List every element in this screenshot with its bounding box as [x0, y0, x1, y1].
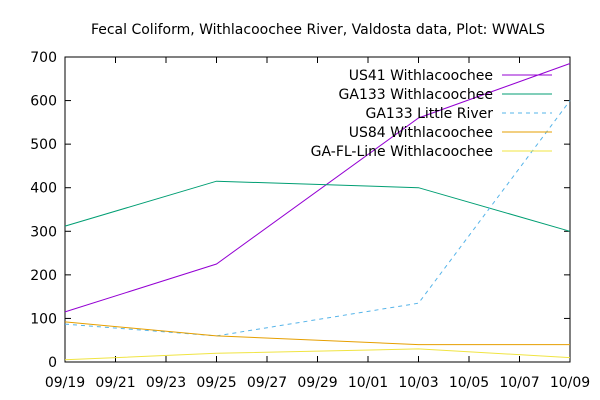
x-tick-label: 10/03 [398, 375, 438, 391]
legend-label: GA133 Little River [366, 106, 494, 122]
legend-label: US84 Withlacoochee [349, 125, 493, 141]
y-tick-label: 100 [30, 311, 57, 327]
chart-title: Fecal Coliform, Withlacoochee River, Val… [91, 22, 545, 38]
x-tick-label: 09/27 [247, 375, 287, 391]
x-tick-label: 09/23 [146, 375, 186, 391]
legend-label: US41 Withlacoochee [349, 68, 493, 84]
x-tick-label: 10/05 [449, 375, 489, 391]
x-tick-label: 09/29 [297, 375, 337, 391]
x-tick-label: 10/09 [550, 375, 590, 391]
plot-area: 0 100 200 300 400 500 600 700 09/19 09/21 09/23 09/… [30, 50, 590, 391]
y-tick-label: 700 [30, 50, 57, 66]
series-line [64, 321, 570, 346]
y-tick-label: 0 [48, 355, 57, 371]
y-tick-label: 200 [30, 268, 57, 284]
legend-label: GA133 Withlacoochee [339, 87, 493, 103]
y-tick-label: 400 [30, 181, 57, 197]
legend-label: GA-FL-Line Withlacoochee [311, 144, 493, 160]
series-line [64, 180, 571, 232]
series-line [64, 63, 571, 313]
y-tick-label: 600 [30, 94, 57, 110]
x-tick-label: 10/07 [499, 375, 539, 391]
x-tick-label: 09/25 [196, 375, 236, 391]
x-tick-label: 09/21 [95, 375, 135, 391]
x-tick-label: 10/01 [348, 375, 388, 391]
series-line [64, 100, 571, 337]
y-tick-label: 300 [30, 224, 57, 240]
y-tick-label: 500 [30, 137, 57, 153]
series-line [64, 348, 571, 361]
x-tick-label: 09/19 [45, 375, 85, 391]
